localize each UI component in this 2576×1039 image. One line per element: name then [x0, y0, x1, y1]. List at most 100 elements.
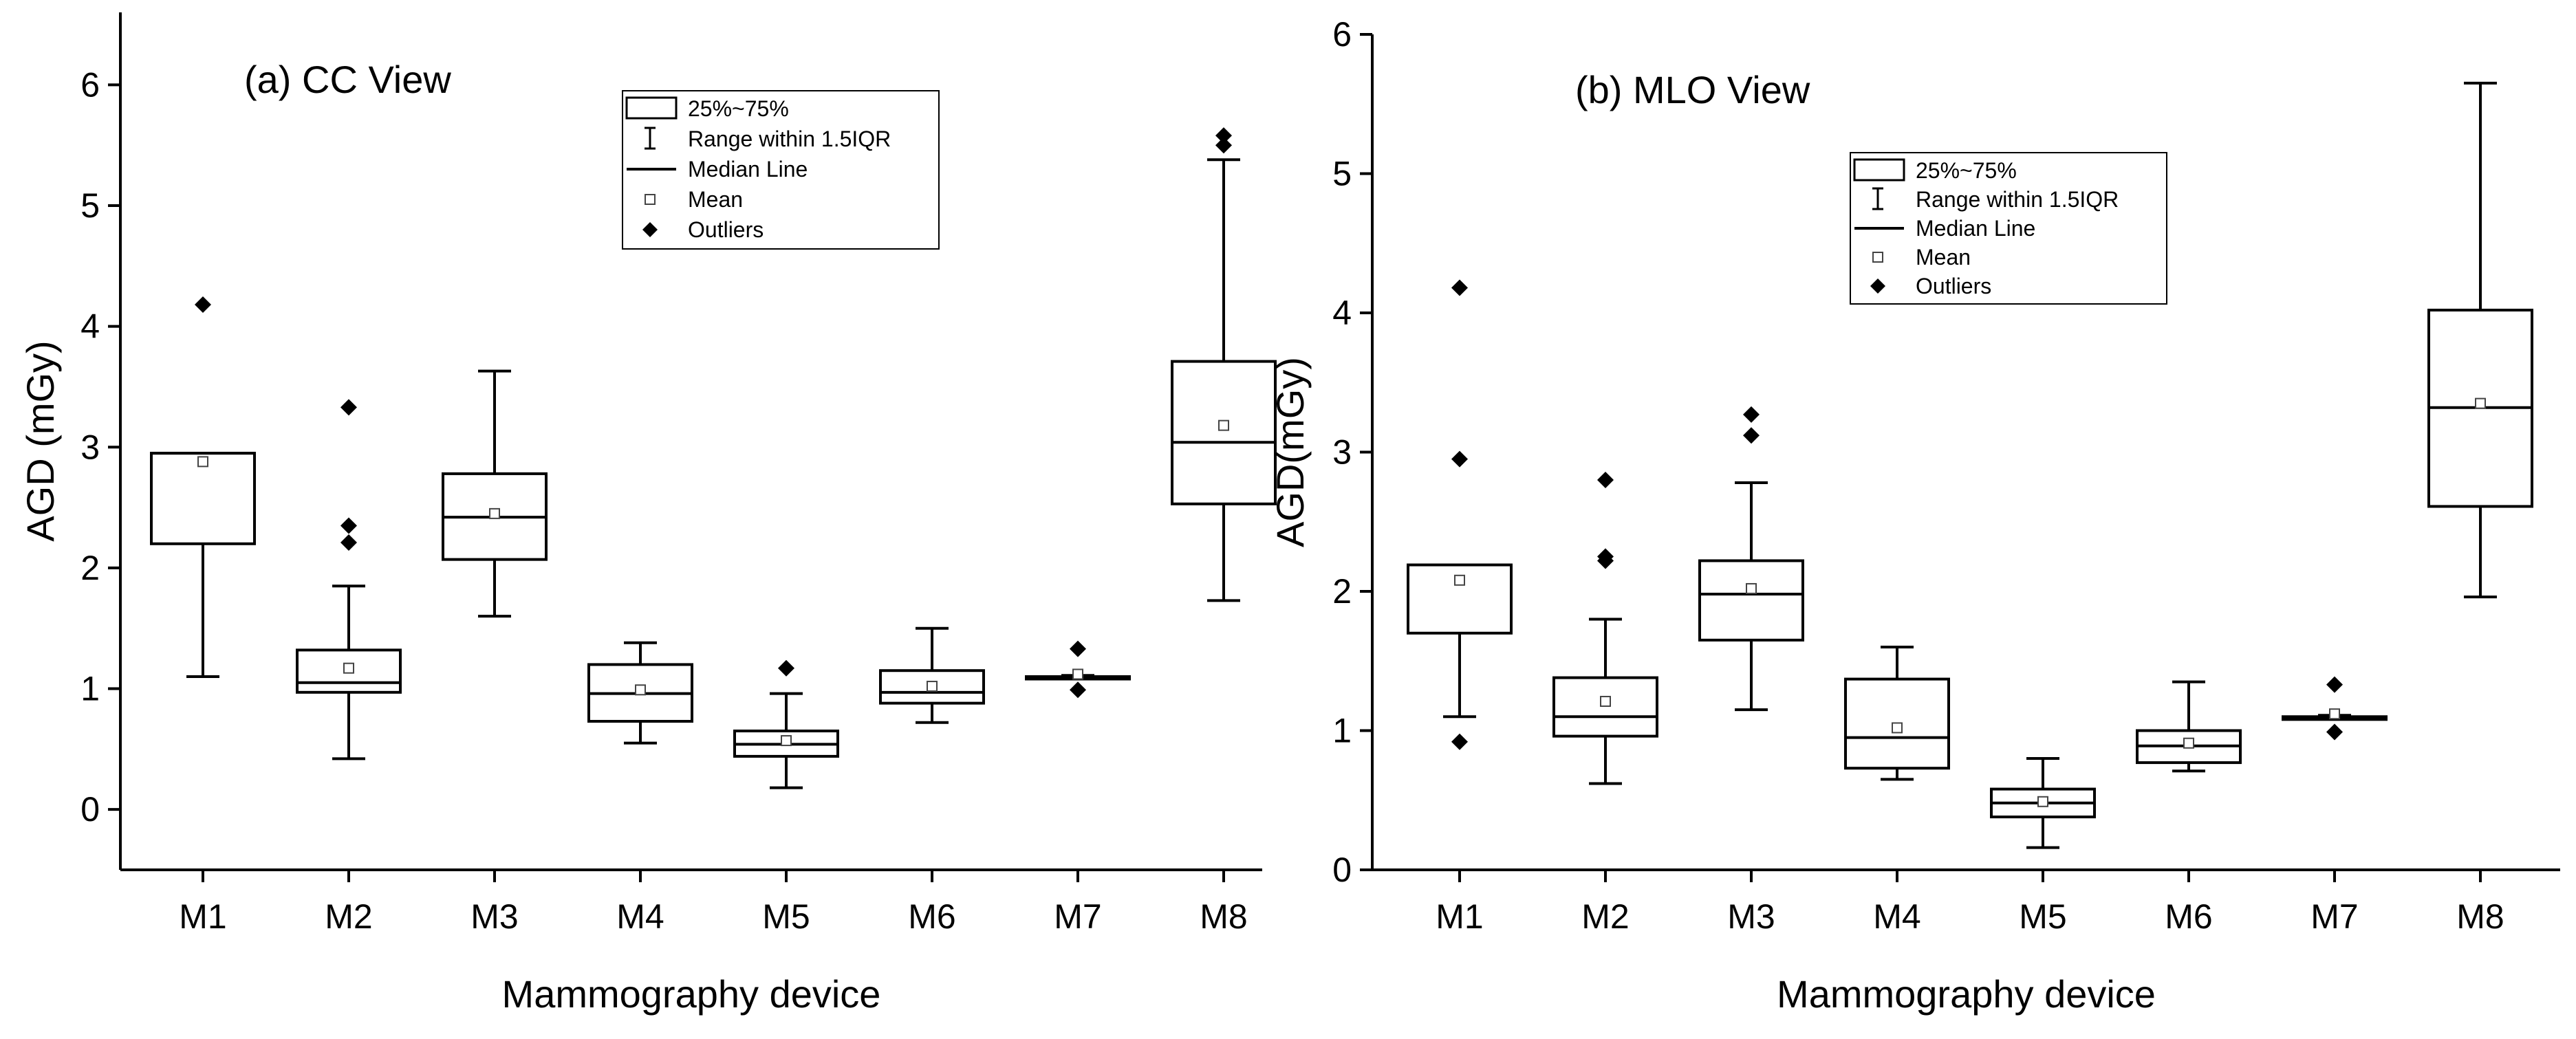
mean-marker [1746, 582, 1757, 594]
box-m2 [296, 399, 402, 761]
box-m3 [1698, 406, 1804, 712]
box-m6 [879, 626, 985, 724]
box-m1 [1407, 279, 1513, 750]
outlier-point [2326, 723, 2343, 741]
box-m4 [1844, 646, 1950, 781]
iqr-box [1698, 559, 1804, 642]
y-tick-label: 4 [80, 307, 100, 346]
outlier-point [1743, 427, 1760, 444]
y-axis-title: AGD (mGy) [19, 340, 62, 541]
outlier-point [1070, 640, 1086, 657]
outlier-point [1451, 279, 1468, 296]
mean-marker [2329, 708, 2340, 720]
x-tick-label: M2 [1581, 897, 1629, 936]
legend-label: Outliers [688, 217, 764, 242]
outlier-point [1597, 472, 1614, 488]
box-m3 [442, 369, 548, 618]
box-m1 [150, 296, 256, 678]
box-m8 [2427, 81, 2533, 599]
mean-marker [2183, 737, 2194, 749]
mean-marker [781, 735, 792, 747]
legend-swatch-outlier [642, 222, 658, 237]
legend-swatch-mean [1872, 252, 1883, 263]
y-tick-label: 2 [1332, 572, 1352, 611]
box-m2 [1552, 472, 1658, 785]
box-m5 [1990, 757, 2096, 849]
x-tick-label: M7 [1054, 897, 1101, 936]
mean-marker [197, 456, 208, 468]
mean-marker [1218, 419, 1229, 431]
legend-label: Median Line [1916, 216, 2035, 241]
x-tick-label: M5 [2019, 897, 2066, 936]
y-tick-label: 4 [1332, 294, 1352, 332]
y-tick-label: 0 [80, 790, 100, 829]
legend-label: 25%~75% [688, 96, 789, 121]
legend-swatch-box [625, 96, 678, 120]
x-tick-label: M5 [762, 897, 810, 936]
x-axis-title: Mammography device [502, 972, 881, 1016]
x-tick-label: M1 [1436, 897, 1483, 936]
mean-marker [489, 507, 500, 519]
legend: 25%~75% Range within 1.5IQR Median Line Mea… [622, 90, 940, 250]
outlier-point [340, 534, 357, 551]
mean-marker [1892, 722, 1903, 734]
y-tick-label: 1 [80, 670, 100, 708]
y-tick-label: 5 [1332, 155, 1352, 193]
box-m8 [1171, 127, 1277, 602]
mean-marker [927, 681, 938, 692]
x-tick-label: M4 [1873, 897, 1920, 936]
x-tick-label: M2 [325, 897, 372, 936]
mean-marker [343, 662, 354, 674]
x-tick-label: M3 [1727, 897, 1775, 936]
outlier-point [1743, 406, 1760, 423]
legend-swatch-box [1853, 158, 1905, 182]
legend-label: Mean [1916, 245, 1971, 270]
y-tick-label: 6 [1332, 15, 1352, 54]
y-tick-label: 0 [1332, 851, 1352, 889]
outlier-point [1215, 137, 1232, 154]
panel-cc-view: 0 1 2 3 4 5 6 AGD (mGy) Mammography device (a) CC… [19, 12, 1277, 1016]
mean-marker [1600, 695, 1611, 707]
y-tick-label: 1 [1332, 712, 1352, 750]
outlier-point [2326, 676, 2343, 693]
panel-title: (a) CC View [244, 58, 451, 101]
mean-marker [2475, 397, 2486, 409]
outlier-point [1451, 450, 1468, 468]
y-tick-label: 5 [80, 186, 100, 225]
legend-swatch-outlier [1870, 278, 1885, 294]
mean-marker [1454, 574, 1465, 586]
legend-label: Mean [688, 187, 743, 212]
panel-mlo-view: 0 1 2 3 4 5 6 AGD(mGy) Mammography device (b) MLO… [1268, 15, 2560, 1016]
box-m5 [733, 659, 839, 789]
y-tick-label: 3 [80, 428, 100, 466]
mean-marker [635, 684, 646, 696]
box-m6 [2136, 680, 2242, 773]
mean-marker [1072, 668, 1083, 680]
iqr-box [1171, 360, 1277, 505]
x-tick-label: M8 [1200, 897, 1247, 936]
outlier-point [1597, 548, 1614, 565]
y-tick-label: 6 [80, 65, 100, 104]
box-m7 [1025, 640, 1131, 699]
x-tick-label: M6 [2165, 897, 2212, 936]
legend-label: Range within 1.5IQR [688, 127, 891, 151]
x-tick-label: M3 [470, 897, 518, 936]
x-tick-label: M4 [616, 897, 664, 936]
panel-title: (b) MLO View [1575, 68, 1810, 111]
outlier-point [778, 659, 794, 677]
legend-label: Median Line [688, 157, 808, 182]
outlier-point [195, 296, 211, 314]
iqr-box [150, 452, 256, 545]
outlier-point [1451, 733, 1468, 750]
box-m4 [587, 641, 693, 745]
y-tick-label: 2 [80, 549, 100, 587]
x-tick-label: M1 [179, 897, 226, 936]
legend-label: 25%~75% [1916, 158, 2017, 183]
outlier-point [340, 517, 357, 534]
legend: 25%~75% Range within 1.5IQR Median Line Mea… [1850, 152, 2167, 305]
x-tick-label: M6 [908, 897, 955, 936]
box-m7 [2282, 676, 2388, 741]
legend-label: Outliers [1916, 274, 1991, 298]
legend-swatch-mean [645, 194, 656, 205]
